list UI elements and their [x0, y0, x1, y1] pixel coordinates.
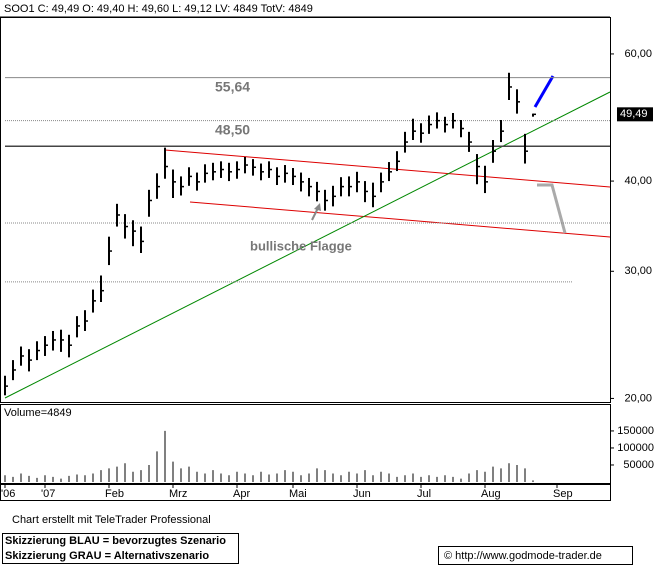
volume-title: Volume=4849: [4, 407, 72, 419]
price-panel: [0, 17, 611, 403]
x-tick-label: Feb: [105, 488, 124, 500]
y-tick-label: 30,00: [624, 265, 652, 277]
y-tick-label: 40,00: [624, 175, 652, 187]
source: © http://www.godmode-trader.de: [444, 550, 602, 562]
legend-text: Skizzierung GRAU = Alternativszenario: [5, 550, 209, 562]
trend-line: [189, 201, 611, 238]
level-label: 48,50: [215, 121, 250, 137]
volume-panel: [0, 404, 611, 484]
x-tick-label: Mrz: [169, 488, 187, 500]
y-tick-label: 60,00: [624, 48, 652, 60]
x-tick-label: '06: [1, 488, 15, 500]
y-tick-label: 20,00: [624, 392, 652, 404]
annotation: bullische Flagge: [250, 238, 352, 253]
last-price-tag: [617, 107, 653, 122]
legend-text: Skizzierung BLAU = bevorzugtes Szenario: [5, 535, 226, 547]
x-tick-label: Jul: [417, 488, 431, 500]
y-tick-label: 100000: [617, 442, 654, 454]
last-price-label: 49,49: [620, 108, 648, 120]
gray-scenario: [537, 183, 567, 234]
level-label: 55,64: [215, 78, 250, 94]
annotation-arrow: [314, 203, 321, 211]
x-tick-label: Mai: [289, 488, 307, 500]
trend-line: [4, 91, 611, 399]
y-tick-label: 150000: [617, 425, 654, 437]
x-tick-label: Jun: [353, 488, 371, 500]
source-box: [438, 546, 633, 565]
chart-title: SOO1 C: 49,49 O: 49,40 H: 49,60 L: 49,12…: [4, 3, 313, 15]
x-tick-label: Sep: [553, 488, 573, 500]
legend-box: [2, 533, 239, 564]
x-tick-label: Aug: [481, 488, 501, 500]
y-tick-label: 50000: [623, 459, 654, 471]
x-axis-panel: [0, 484, 611, 501]
x-tick-label: Apr: [233, 488, 250, 500]
trend-line: [164, 149, 611, 188]
credit: Chart erstellt mit TeleTrader Profession…: [12, 514, 211, 526]
blue-scenario: [533, 75, 555, 108]
x-tick-label: '07: [41, 488, 55, 500]
